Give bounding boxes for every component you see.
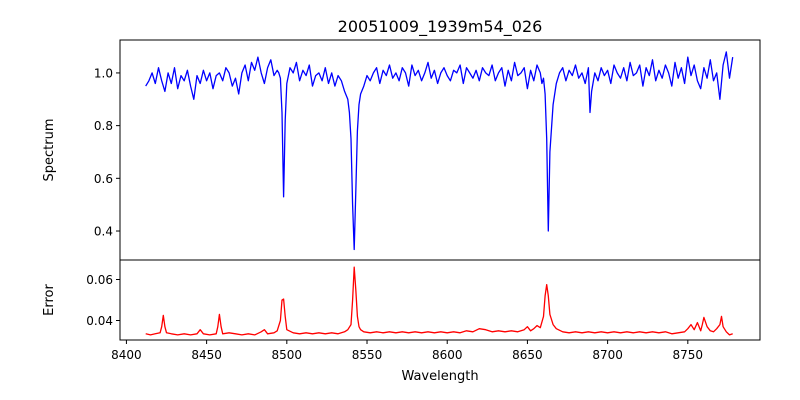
error-y-tick-label: 0.06 bbox=[86, 273, 113, 287]
spectrum-y-tick-label: 0.8 bbox=[94, 119, 113, 133]
spectrum-series-line bbox=[145, 51, 734, 251]
error-panel-frame bbox=[119, 259, 761, 341]
x-tick-label: 8400 bbox=[111, 348, 142, 362]
spectrum-y-tick-label: 0.6 bbox=[94, 172, 113, 186]
spectrum-y-ticks: 0.4 0.6 0.8 1.0 bbox=[94, 66, 120, 239]
error-panel: 0.04 0.06 Error bbox=[42, 259, 761, 341]
x-tick-label: 8550 bbox=[352, 348, 383, 362]
x-tick-label: 8750 bbox=[673, 348, 704, 362]
x-tick-label: 8600 bbox=[432, 348, 463, 362]
error-y-ticks: 0.04 0.06 bbox=[86, 273, 120, 328]
x-tick-label: 8700 bbox=[592, 348, 623, 362]
error-series-line bbox=[145, 266, 733, 336]
spectrum-y-axis-label: Spectrum bbox=[42, 119, 57, 182]
chart-title: 20051009_1939m54_026 bbox=[338, 17, 543, 37]
x-tick-label: 8450 bbox=[191, 348, 222, 362]
x-axis-ticks: 8400 8450 8500 8550 8600 8650 8700 8750 bbox=[111, 340, 703, 362]
spectrum-y-tick-label: 0.4 bbox=[94, 225, 113, 239]
error-y-tick-label: 0.04 bbox=[86, 314, 113, 328]
x-tick-label: 8650 bbox=[512, 348, 543, 362]
x-axis-label: Wavelength bbox=[401, 369, 478, 384]
x-tick-label: 8500 bbox=[272, 348, 303, 362]
spectrum-y-tick-label: 1.0 bbox=[94, 66, 113, 80]
error-y-axis-label: Error bbox=[42, 284, 57, 316]
